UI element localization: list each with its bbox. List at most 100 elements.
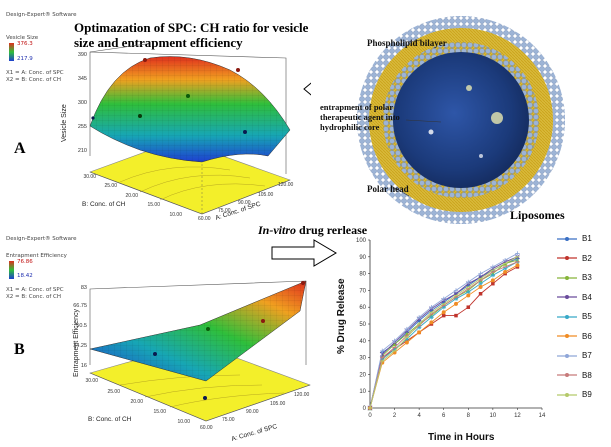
legend-swatch xyxy=(557,314,577,319)
a-tick: 90.00 xyxy=(238,200,251,206)
a-axis-label: A: Conc. of SPC xyxy=(231,423,279,443)
liposomes-caption: Liposomes xyxy=(510,208,565,222)
legend-label: B6 xyxy=(582,331,592,341)
a-tick: 75.00 xyxy=(218,208,231,214)
data-point xyxy=(466,293,471,298)
software-label: Design-Expert® Software xyxy=(6,12,77,18)
data-point xyxy=(490,278,495,283)
legend-swatch xyxy=(557,334,577,339)
factor-name: Entrapment Efficiency xyxy=(6,253,67,259)
series-line-b7 xyxy=(369,253,518,409)
b-tick: 30.00 xyxy=(83,174,96,180)
design-point xyxy=(143,58,147,62)
z-axis-label: Entrapment Efficiency xyxy=(73,309,80,377)
data-point xyxy=(454,301,458,306)
z-axis-label: Vesicle Size xyxy=(61,104,68,142)
a-tick: 60.00 xyxy=(200,425,213,431)
response-surface-a: 210 255 300 345 390 Vesicle Size 60.00 7… xyxy=(61,43,311,222)
data-point xyxy=(478,271,483,276)
z-tick: 255 xyxy=(78,124,87,130)
design-point xyxy=(236,68,240,72)
release-title: In-vitro drug rerlease xyxy=(258,223,367,238)
release-title-italic: In-vitro xyxy=(258,223,297,237)
legend-swatch xyxy=(557,236,577,241)
z-tick: 210 xyxy=(78,148,87,154)
b-tick: 10.00 xyxy=(177,419,190,425)
x-tick-label: 10 xyxy=(490,413,497,419)
data-point xyxy=(417,330,422,335)
y-tick-label: 70 xyxy=(359,288,366,294)
design-point xyxy=(206,327,210,331)
range-swatch xyxy=(9,43,14,61)
data-point xyxy=(515,263,520,268)
x-tick-label: 4 xyxy=(417,413,421,419)
data-point xyxy=(392,341,397,347)
panel-a: Design-Expert® Software Vesicle Size 376… xyxy=(0,0,311,222)
data-point xyxy=(392,338,397,343)
x-tick-label: 6 xyxy=(442,413,446,419)
legend-label: B8 xyxy=(582,370,592,380)
range-swatch xyxy=(9,261,14,279)
b-tick: 25.00 xyxy=(104,183,117,189)
series-line-b1 xyxy=(369,258,518,409)
b-axis-label: B: Conc. of CH xyxy=(88,416,132,423)
software-label: Design-Expert® Software xyxy=(6,236,77,242)
b-tick: 25.00 xyxy=(107,389,120,395)
legend-item-b7: B7 xyxy=(556,351,592,360)
panel-letter: B xyxy=(14,341,25,358)
x-tick-label: 14 xyxy=(539,413,546,419)
y-tick-label: 40 xyxy=(359,339,366,345)
data-point xyxy=(502,257,508,263)
data-point xyxy=(454,313,458,318)
response-surface-b: 16 34.25 50.5 66.75 83 Entrapment Effici… xyxy=(73,280,311,443)
legend-label: B5 xyxy=(582,312,592,321)
data-point xyxy=(441,313,446,318)
z-tick: 16 xyxy=(81,363,87,369)
plot-area: 0 10 20 30 40 50 60 70 80 90 100 0 2 4 6 8 10 12 14 xyxy=(356,238,546,419)
data-point xyxy=(490,264,496,270)
z-tick: 390 xyxy=(78,52,87,58)
legend-label: B7 xyxy=(582,351,592,360)
series-line-b5 xyxy=(369,261,518,409)
release-title-rest: drug rerlease xyxy=(296,223,368,237)
b-axis-label: B: Conc. of CH xyxy=(82,201,126,208)
legend-item-b8: B8 xyxy=(556,371,592,380)
legend-swatch xyxy=(557,295,577,300)
factor-x1: X1 = A: Conc. of SPC xyxy=(6,70,64,76)
y-tick-label: 90 xyxy=(359,255,366,261)
series-line-b8 xyxy=(369,261,518,409)
factor-x2: X2 = B: Conc. of CH xyxy=(6,77,61,83)
a-tick: 60.00 xyxy=(198,216,211,222)
factor-name: Vesicle Size xyxy=(6,35,39,41)
panel-b: Design-Expert® Software Entrapment Effic… xyxy=(0,225,340,447)
design-point xyxy=(243,130,247,134)
design-point xyxy=(91,116,95,120)
design-point xyxy=(186,94,190,98)
b-tick: 15.00 xyxy=(153,409,166,415)
series-line-b3 xyxy=(369,259,518,409)
series-line-b4 xyxy=(369,256,518,409)
y-tick-label: 60 xyxy=(359,305,366,311)
range-high: 76.86 xyxy=(17,259,33,265)
legend-item-b3: B3 xyxy=(556,273,592,282)
y-tick-label: 50 xyxy=(359,322,366,328)
y-tick-label: 10 xyxy=(359,389,366,395)
data-point xyxy=(466,279,471,285)
y-tick-label: 20 xyxy=(359,372,366,378)
x-tick-label: 0 xyxy=(368,413,372,419)
legend-label: B2 xyxy=(582,253,592,263)
data-point xyxy=(429,308,434,313)
data-point xyxy=(453,288,459,293)
b-tick: 15.00 xyxy=(147,202,160,208)
release-chart: 0 10 20 30 40 50 60 70 80 90 100 0 2 4 6 8 10 12 14 % Drug… xyxy=(336,238,546,443)
left-arrow xyxy=(303,82,311,96)
legend-item-b5: B5 xyxy=(556,312,592,321)
z-tick: 345 xyxy=(78,76,87,82)
legend: B1 B2 B3 B4 B5 B6 B7 B8 B9 xyxy=(556,234,608,414)
legend-item-b4: B4 xyxy=(556,293,592,302)
a-tick: 120.00 xyxy=(294,392,310,398)
y-tick-label: 0 xyxy=(363,406,367,412)
polar-head-label: Polar head xyxy=(367,184,409,194)
liposome-illustration xyxy=(357,16,565,224)
series-line-b9 xyxy=(369,256,518,409)
